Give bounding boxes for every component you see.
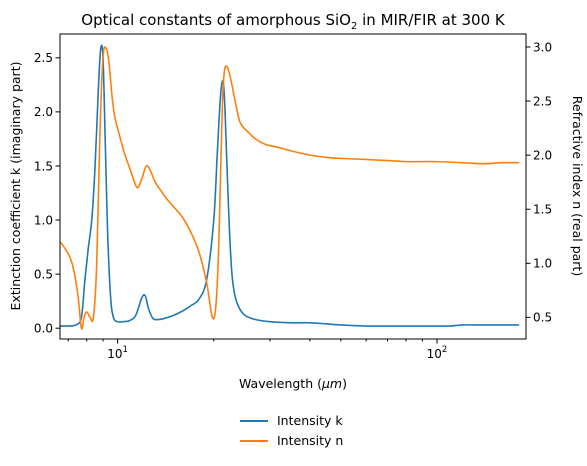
y-axis-label-right: Refractive index n (real part)	[570, 96, 585, 276]
y-right-tick-label: 1.5	[533, 203, 552, 217]
legend-label-k: Intensity k	[277, 413, 343, 428]
y-right-tick-label: 2.5	[533, 94, 552, 108]
x-axis-label-main: Wavelength (	[239, 376, 322, 391]
x-tick-label: 101	[107, 345, 128, 361]
y-left-tick-label: 0.0	[34, 321, 53, 335]
y-left-tick-label: 1.0	[34, 213, 53, 227]
series-group	[60, 44, 520, 330]
y-left-tick-label: 1.5	[34, 159, 53, 173]
legend-label-n: Intensity n	[277, 433, 343, 448]
chart-title: Optical constants of amorphous SiO2 in M…	[81, 11, 506, 32]
chart-title-suffix: in MIR/FIR at 300 K	[357, 11, 506, 29]
x-axis-label-unit: μm	[321, 376, 342, 391]
y-left-tick-label: 2.0	[34, 105, 53, 119]
y-right-tick-label: 3.0	[533, 40, 552, 54]
y-right-tick-label: 2.0	[533, 148, 552, 162]
y-right-tick-label: 1.0	[533, 257, 552, 271]
chart-title-main: Optical constants of amorphous SiO	[81, 11, 351, 29]
series-line-intensity-n	[60, 46, 520, 330]
ticks-group: 101 1020.00.51.01.52.02.50.51.01.52.02.53…	[34, 40, 552, 361]
x-tick-label-base: 10	[107, 347, 122, 361]
x-tick-label: 102	[427, 345, 448, 361]
y-right-tick-label: 0.5	[533, 311, 552, 325]
x-tick-label-base: 10	[427, 347, 442, 361]
y-left-tick-label: 0.5	[34, 267, 53, 281]
x-axis-label: Wavelength (μm)	[239, 376, 347, 391]
y-left-tick-label: 2.5	[34, 51, 53, 65]
chart-title-subscript: 2	[351, 21, 357, 32]
plot-frame	[59, 33, 527, 340]
x-tick-label-exponent: 1	[123, 345, 128, 355]
x-tick-label-exponent: 2	[442, 345, 447, 355]
x-axis-label-suffix: )	[342, 376, 347, 391]
series-line-intensity-k	[60, 44, 520, 327]
y-axis-label-left: Extinction coefficient k (imaginary part…	[8, 62, 23, 311]
legend: Intensity k Intensity n	[240, 413, 343, 448]
